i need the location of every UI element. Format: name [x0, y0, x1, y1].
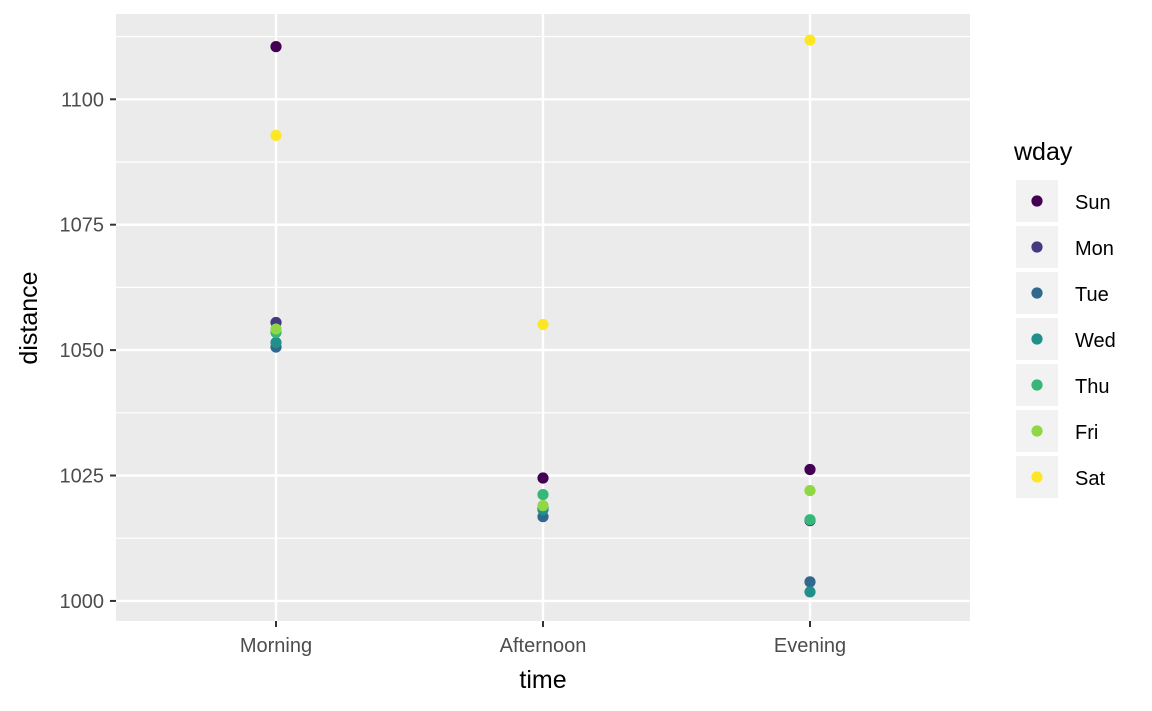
- legend-label: Sat: [1075, 468, 1105, 490]
- legend-key-sun: [1031, 195, 1043, 207]
- x-tick-label: Evening: [774, 635, 846, 657]
- x-tick-label: Morning: [240, 635, 312, 657]
- y-axis-title: distance: [15, 271, 43, 364]
- data-point-sat: [537, 318, 549, 331]
- legend-label: Tue: [1075, 284, 1109, 306]
- data-point-tue: [804, 576, 816, 588]
- legend-key-fri: [1031, 425, 1043, 437]
- legend-label: Fri: [1075, 422, 1098, 444]
- data-point-sat: [804, 34, 816, 46]
- legend: wday Sun Mon Tue Wed Thu Fri Sat: [1013, 138, 1116, 498]
- legend-key-sat: [1031, 471, 1043, 483]
- data-point-thu: [804, 514, 816, 526]
- x-axis-title: time: [519, 666, 566, 694]
- data-point-sun: [537, 472, 549, 484]
- legend-label: Sun: [1075, 192, 1111, 214]
- y-axis: 1000 1025 1050 1075 1100: [60, 89, 116, 613]
- data-point-sun: [804, 463, 816, 476]
- legend-label: Thu: [1075, 376, 1109, 398]
- legend-key-thu: [1031, 379, 1043, 391]
- data-point-thu: [537, 488, 549, 501]
- data-points: [270, 34, 816, 598]
- legend-label: Mon: [1075, 238, 1114, 260]
- data-point-fri: [270, 323, 282, 335]
- y-tick-label: 1100: [61, 89, 104, 111]
- y-tick-label: 1050: [60, 340, 105, 362]
- data-point-wed: [270, 336, 282, 349]
- legend-key-mon: [1031, 241, 1043, 253]
- legend-label: Wed: [1075, 330, 1116, 352]
- x-axis: Morning Afternoon Evening: [240, 621, 846, 657]
- x-tick-label: Afternoon: [500, 635, 587, 657]
- data-point-sat: [270, 129, 282, 141]
- data-point-fri: [537, 500, 549, 512]
- legend-key-tue: [1031, 287, 1043, 299]
- data-point-sun: [270, 41, 282, 53]
- data-point-wed: [804, 586, 816, 598]
- y-tick-label: 1000: [60, 591, 105, 613]
- data-point-fri: [804, 484, 816, 497]
- y-tick-label: 1075: [60, 215, 105, 237]
- y-tick-label: 1025: [60, 466, 105, 488]
- legend-key-wed: [1031, 333, 1043, 345]
- legend-title: wday: [1013, 138, 1073, 166]
